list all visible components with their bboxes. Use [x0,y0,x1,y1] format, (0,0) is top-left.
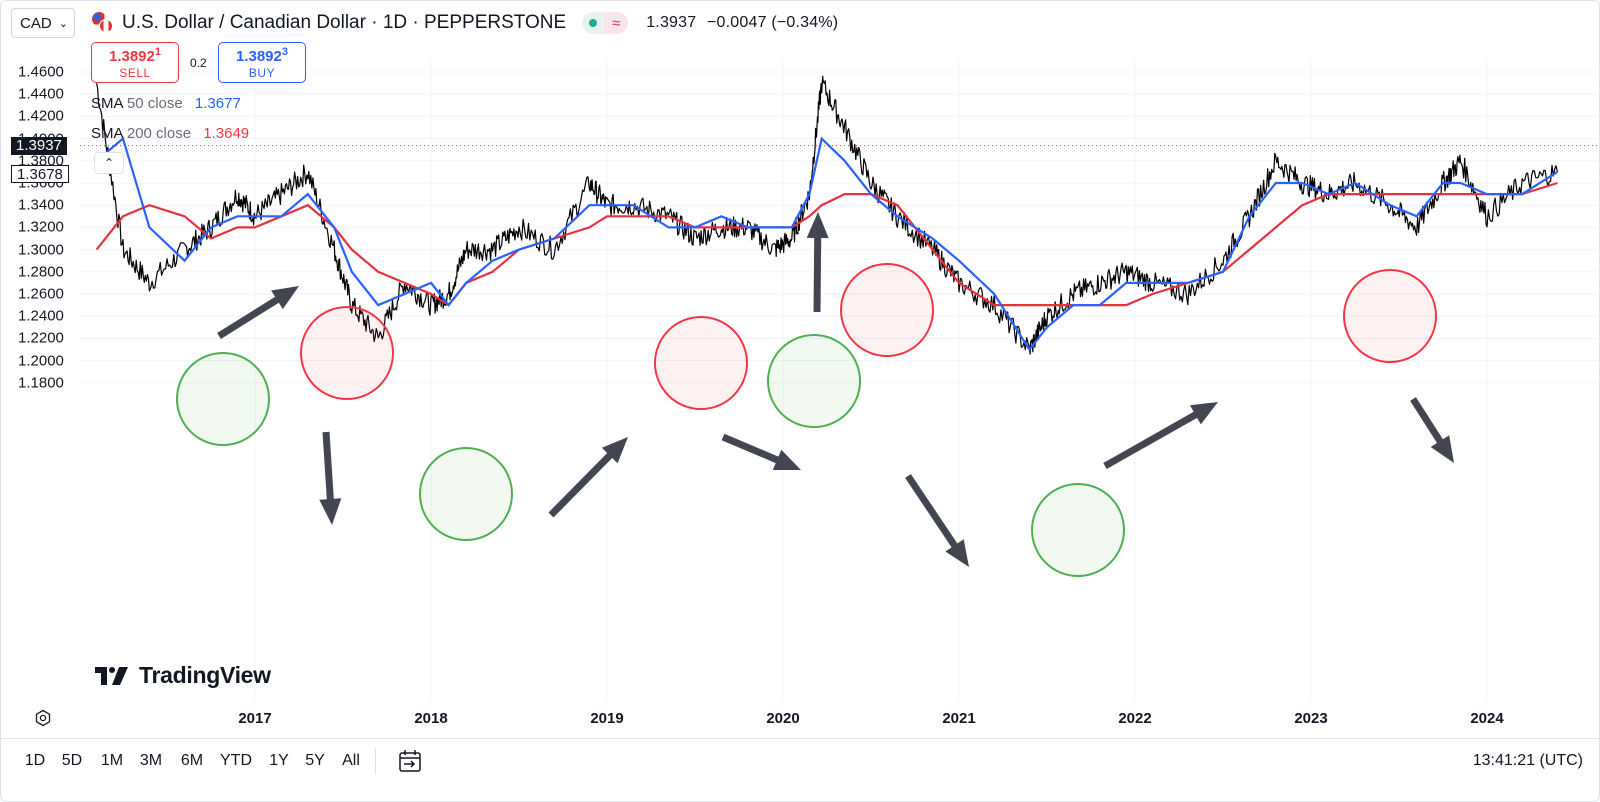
collapse-legend-button[interactable]: ⌃ [94,152,124,174]
price-tick-label: 1.2200 [18,329,64,347]
price-tick-label: 1.2600 [18,285,64,303]
time-tick-label: 2023 [1294,710,1328,727]
crossover-circle [767,334,861,428]
indicator-name: SMA [91,125,123,142]
buy-price: 1.3892 [235,48,282,65]
trend-arrow [217,286,299,339]
price-tick-label: 1.3800 [18,152,64,170]
tradingview-watermark: TradingView [95,662,271,689]
crossover-circle [300,306,394,400]
price-change: −0.0047 [707,14,767,31]
price-tick-label: 1.1800 [18,374,64,392]
time-tick-label: 2020 [766,710,800,727]
currency-select-value: CAD [20,14,52,32]
sma50-line [95,136,1558,352]
spread-value: 0.2 [190,56,207,70]
buy-label: BUY [248,66,276,80]
utc-clock[interactable]: 13:41:21 (UTC) [1472,752,1583,769]
toolbar-divider [375,748,376,774]
crossover-circle [654,316,748,410]
indicator-sma50[interactable]: SMA 50 close 1.3677 [91,95,241,112]
crossover-circle [1031,483,1125,577]
price-tick-label: 1.3000 [18,241,64,259]
price-tick-label: 1.4600 [18,63,64,81]
trend-arrow [319,431,342,525]
chevron-up-icon: ⌃ [103,156,115,170]
indicator-sma200[interactable]: SMA 200 close 1.3649 [91,125,249,142]
buy-button[interactable]: 1.38923 BUY [218,42,306,83]
range-button-1d[interactable]: 1D [24,752,46,769]
time-tick-label: 2021 [942,710,976,727]
status-pill[interactable]: ≈ [582,12,629,34]
last-price: 1.3937 [646,14,697,31]
time-tick-label: 2018 [414,710,448,727]
tradingview-logo-icon [95,666,128,685]
price-tick-label: 1.4400 [18,85,64,103]
crossover-circles [176,263,1437,577]
range-button-ytd[interactable]: YTD [220,752,252,769]
chart-grid [80,60,1600,700]
trend-arrow [905,474,969,567]
sell-price: 1.3892 [108,48,155,65]
trend-arrow [721,433,801,470]
currency-select[interactable]: CAD ⌄ [11,8,75,38]
range-button-6m[interactable]: 6M [180,752,204,769]
market-open-dot-icon [582,12,605,34]
approx-icon: ≈ [604,12,629,34]
indicator-params: 200 close [126,125,192,142]
price-tick-label: 1.3200 [18,218,64,236]
bottom-toolbar [0,738,1600,786]
buy-pip: 3 [281,46,288,58]
range-button-5d[interactable]: 5D [61,752,83,769]
sell-pip: 1 [154,46,161,58]
range-button-3m[interactable]: 3M [139,752,163,769]
price-series-line [96,75,1558,355]
indicator-value: 1.3649 [203,125,250,142]
indicator-params: 50 close [126,95,183,112]
trend-arrow [1103,402,1218,469]
time-tick-label: 2019 [590,710,624,727]
price-tick-label: 1.4200 [18,107,64,125]
trend-arrow [548,437,628,518]
range-button-all[interactable]: All [342,752,360,769]
crossover-circle [176,352,270,446]
price-tick-label: 1.3400 [18,196,64,214]
trend-arrows [217,212,1454,567]
go-to-date-icon[interactable] [397,748,423,774]
time-tick-label: 2022 [1118,710,1152,727]
watermark-text: TradingView [139,662,271,688]
settings-icon[interactable] [34,709,52,727]
quote-values: 1.3937 −0.0047 (−0.34%) [646,14,838,32]
trend-arrow [1410,397,1454,463]
range-button-1m[interactable]: 1M [100,752,124,769]
crossover-circle [419,447,513,541]
current-price-tag: 1.3937 [11,136,67,155]
chart-header: U.S. Dollar / Canadian Dollar · 1D · PEP… [92,10,838,36]
indicator-name: SMA [91,95,123,112]
chevron-down-icon: ⌄ [58,17,68,30]
time-tick-label: 2017 [238,710,272,727]
price-tick-label: 1.2800 [18,263,64,281]
indicator-value: 1.3677 [194,95,241,112]
sma200-line [95,181,1558,307]
sma-price-tag: 1.3678 [11,165,69,184]
price-tick-label: 1.2400 [18,307,64,325]
crossover-circle [840,263,934,357]
sell-button[interactable]: 1.38921 SELL [91,42,179,83]
symbol-title[interactable]: U.S. Dollar / Canadian Dollar · 1D · PEP… [122,12,567,33]
sell-label: SELL [119,66,151,80]
crossover-circle [1343,269,1437,363]
trend-arrow [806,212,829,312]
time-tick-label: 2024 [1470,710,1504,727]
price-tick-label: 1.2000 [18,352,64,370]
currency-flags-icon [92,12,114,34]
price-change-pct: (−0.34%) [771,14,839,31]
range-button-1y[interactable]: 1Y [269,752,289,769]
range-button-5y[interactable]: 5Y [305,752,325,769]
